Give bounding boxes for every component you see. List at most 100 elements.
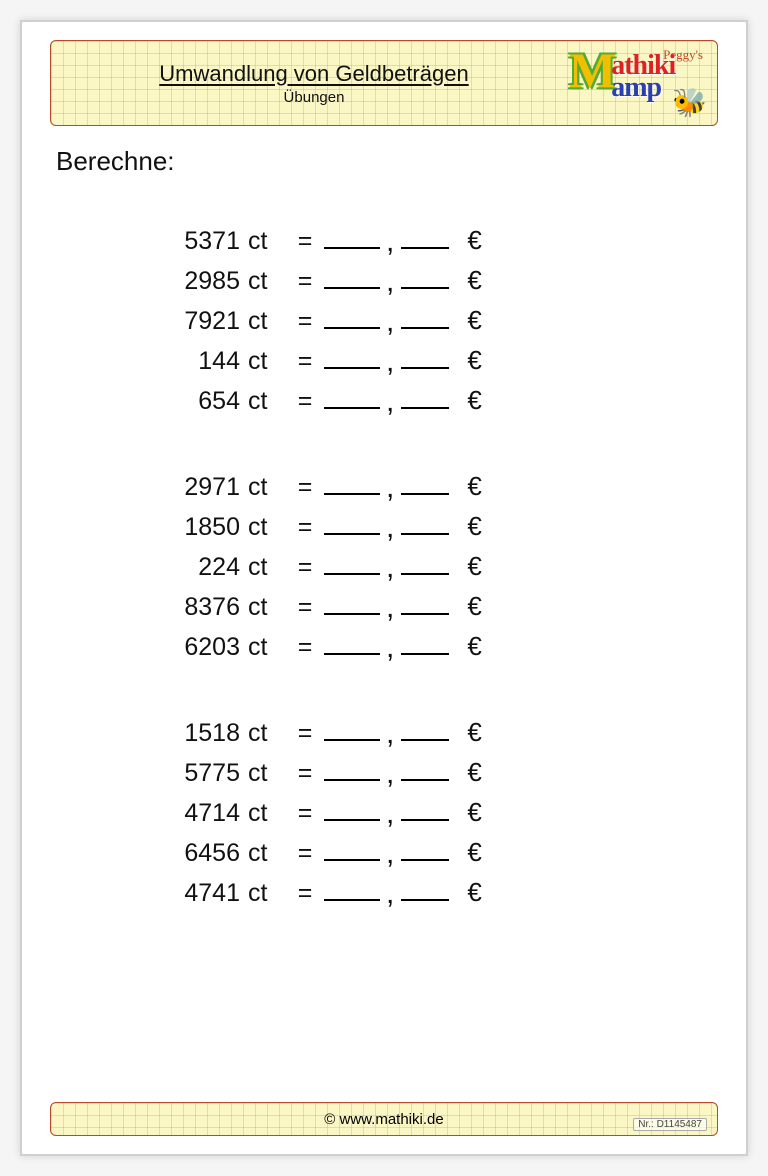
blank-cents[interactable] (401, 307, 449, 329)
unit-ct: ct (240, 719, 290, 748)
blank-cents[interactable] (401, 633, 449, 655)
unit-ct: ct (240, 553, 290, 582)
exercise-row: 1518 ct = , € (140, 715, 718, 755)
blank-euros[interactable] (324, 839, 380, 861)
blank-cents[interactable] (401, 347, 449, 369)
decimal-separator: , (384, 591, 397, 625)
blank-cents[interactable] (401, 227, 449, 249)
exercise-row: 4741 ct = , € (140, 875, 718, 915)
exercise-group: 5371 ct = , € 2985 ct = , € 7921 ct = (140, 223, 718, 423)
title-box: Umwandlung von Geldbeträgen Übungen (59, 61, 569, 106)
exercise-groups: 5371 ct = , € 2985 ct = , € 7921 ct = (50, 223, 718, 915)
exercise-row: 2985 ct = , € (140, 263, 718, 303)
cent-value: 8376 (140, 593, 240, 622)
unit-euro: € (453, 385, 493, 416)
unit-ct: ct (240, 387, 290, 416)
exercise-group: 2971 ct = , € 1850 ct = , € 224 ct = (140, 469, 718, 669)
blank-euros[interactable] (324, 799, 380, 821)
blank-cents[interactable] (401, 387, 449, 409)
unit-ct: ct (240, 799, 290, 828)
cent-value: 144 (140, 347, 240, 376)
equals-sign: = (290, 307, 320, 336)
equals-sign: = (290, 719, 320, 748)
blank-cents[interactable] (401, 719, 449, 741)
decimal-separator: , (384, 471, 397, 505)
blank-euros[interactable] (324, 593, 380, 615)
decimal-separator: , (384, 797, 397, 831)
unit-euro: € (453, 591, 493, 622)
unit-ct: ct (240, 633, 290, 662)
decimal-separator: , (384, 225, 397, 259)
decimal-separator: , (384, 305, 397, 339)
exercise-row: 2971 ct = , € (140, 469, 718, 509)
unit-euro: € (453, 877, 493, 908)
blank-euros[interactable] (324, 879, 380, 901)
unit-euro: € (453, 631, 493, 662)
blank-euros[interactable] (324, 307, 380, 329)
decimal-separator: , (384, 385, 397, 419)
cent-value: 1518 (140, 719, 240, 748)
blank-cents[interactable] (401, 799, 449, 821)
brand-logo: Peggy's M athiki amp 🐝 (569, 45, 709, 121)
worksheet-page: Umwandlung von Geldbeträgen Übungen Pegg… (20, 20, 748, 1156)
blank-euros[interactable] (324, 387, 380, 409)
equals-sign: = (290, 593, 320, 622)
unit-euro: € (453, 757, 493, 788)
blank-cents[interactable] (401, 513, 449, 535)
equals-sign: = (290, 759, 320, 788)
decimal-separator: , (384, 877, 397, 911)
unit-ct: ct (240, 267, 290, 296)
blank-cents[interactable] (401, 473, 449, 495)
footer-band: © www.mathiki.de Nr.: D1145487 (50, 1102, 718, 1136)
bee-icon: 🐝 (672, 86, 707, 119)
blank-euros[interactable] (324, 553, 380, 575)
unit-euro: € (453, 265, 493, 296)
blank-cents[interactable] (401, 879, 449, 901)
blank-euros[interactable] (324, 759, 380, 781)
exercise-row: 144 ct = , € (140, 343, 718, 383)
logo-text: M athiki amp (569, 55, 675, 99)
unit-ct: ct (240, 227, 290, 256)
decimal-separator: , (384, 265, 397, 299)
blank-euros[interactable] (324, 227, 380, 249)
exercise-row: 6203 ct = , € (140, 629, 718, 669)
blank-cents[interactable] (401, 839, 449, 861)
cent-value: 2985 (140, 267, 240, 296)
cent-value: 6203 (140, 633, 240, 662)
cent-value: 2971 (140, 473, 240, 502)
blank-euros[interactable] (324, 473, 380, 495)
unit-ct: ct (240, 513, 290, 542)
cent-value: 5775 (140, 759, 240, 788)
equals-sign: = (290, 513, 320, 542)
exercise-row: 7921 ct = , € (140, 303, 718, 343)
blank-euros[interactable] (324, 633, 380, 655)
unit-euro: € (453, 305, 493, 336)
cent-value: 4714 (140, 799, 240, 828)
unit-ct: ct (240, 839, 290, 868)
blank-euros[interactable] (324, 719, 380, 741)
equals-sign: = (290, 227, 320, 256)
unit-euro: € (453, 511, 493, 542)
blank-cents[interactable] (401, 759, 449, 781)
equals-sign: = (290, 473, 320, 502)
document-number: Nr.: D1145487 (633, 1118, 707, 1131)
unit-ct: ct (240, 473, 290, 502)
instruction-label: Berechne: (56, 146, 718, 177)
blank-cents[interactable] (401, 553, 449, 575)
unit-ct: ct (240, 307, 290, 336)
unit-euro: € (453, 797, 493, 828)
unit-euro: € (453, 471, 493, 502)
exercise-row: 5371 ct = , € (140, 223, 718, 263)
unit-ct: ct (240, 759, 290, 788)
blank-euros[interactable] (324, 347, 380, 369)
blank-euros[interactable] (324, 267, 380, 289)
blank-cents[interactable] (401, 267, 449, 289)
equals-sign: = (290, 347, 320, 376)
unit-ct: ct (240, 347, 290, 376)
blank-euros[interactable] (324, 513, 380, 535)
blank-cents[interactable] (401, 593, 449, 615)
worksheet-title: Umwandlung von Geldbeträgen (59, 61, 569, 87)
cent-value: 5371 (140, 227, 240, 256)
cent-value: 1850 (140, 513, 240, 542)
cent-value: 7921 (140, 307, 240, 336)
